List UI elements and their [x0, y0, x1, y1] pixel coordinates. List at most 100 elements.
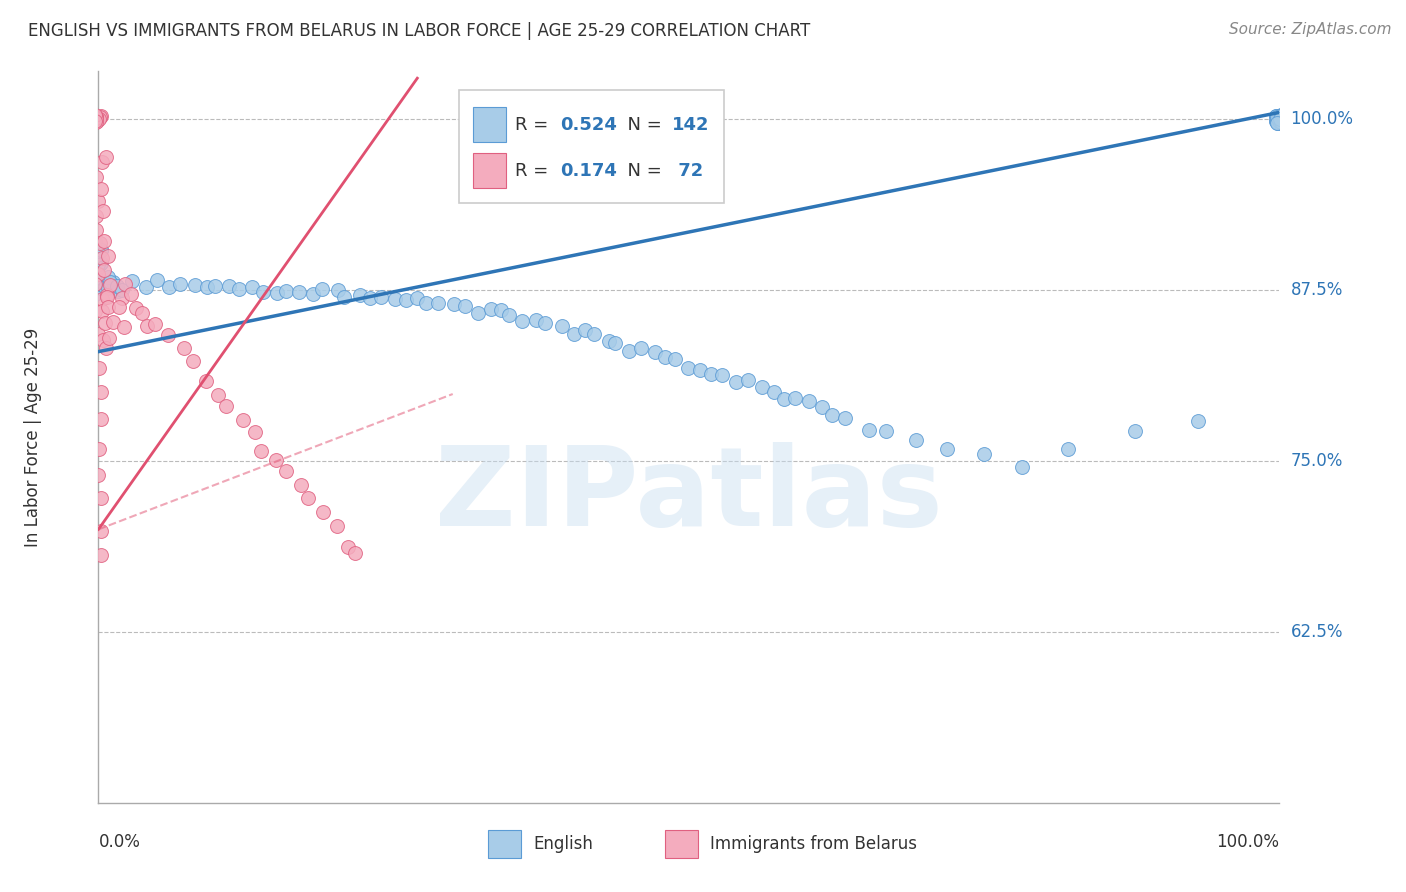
- Point: [145, 273, 167, 287]
- Text: 75.0%: 75.0%: [1291, 452, 1343, 470]
- Point: [1271, 113, 1294, 128]
- Point: [90, 384, 112, 399]
- Point: [1267, 113, 1289, 128]
- Point: [1270, 108, 1292, 122]
- Point: [1271, 108, 1294, 122]
- FancyBboxPatch shape: [472, 107, 506, 143]
- Point: [100, 275, 122, 289]
- Point: [1268, 112, 1291, 126]
- Point: [89, 277, 111, 292]
- Point: [1268, 111, 1291, 125]
- Text: 62.5%: 62.5%: [1291, 623, 1343, 641]
- Point: [1271, 108, 1294, 122]
- Point: [904, 433, 927, 447]
- Text: N =: N =: [616, 116, 668, 134]
- Point: [84, 209, 107, 223]
- Point: [1271, 109, 1294, 123]
- Point: [135, 280, 157, 294]
- Point: [491, 302, 513, 317]
- Point: [1270, 115, 1292, 129]
- Text: 0.174: 0.174: [560, 161, 617, 180]
- Point: [762, 384, 785, 399]
- Point: [1265, 109, 1288, 123]
- Point: [94, 150, 117, 164]
- Point: [97, 249, 120, 263]
- Point: [1011, 459, 1033, 474]
- Point: [111, 291, 134, 305]
- Text: 87.5%: 87.5%: [1291, 281, 1343, 299]
- Point: [114, 277, 136, 292]
- Point: [1267, 110, 1289, 124]
- Point: [711, 368, 734, 383]
- Point: [90, 256, 112, 270]
- Point: [93, 262, 115, 277]
- Point: [96, 277, 118, 291]
- Text: 0.524: 0.524: [560, 116, 617, 134]
- Point: [243, 425, 266, 440]
- Point: [1270, 109, 1292, 123]
- Point: [326, 283, 349, 297]
- Text: ZIPatlas: ZIPatlas: [434, 442, 943, 549]
- Text: R =: R =: [516, 116, 554, 134]
- Point: [103, 315, 125, 329]
- Point: [86, 327, 108, 342]
- Point: [87, 112, 110, 127]
- Point: [84, 287, 107, 301]
- Point: [90, 251, 112, 265]
- Point: [1268, 114, 1291, 128]
- Point: [810, 400, 832, 414]
- Point: [700, 368, 723, 382]
- Text: N =: N =: [616, 161, 668, 180]
- Point: [96, 288, 118, 302]
- Point: [274, 464, 297, 478]
- Point: [384, 292, 406, 306]
- Point: [264, 452, 287, 467]
- Point: [173, 341, 195, 355]
- Point: [87, 244, 110, 259]
- Point: [107, 284, 129, 298]
- Point: [510, 313, 533, 327]
- Text: 100.0%: 100.0%: [1216, 833, 1279, 851]
- Point: [90, 243, 112, 257]
- Point: [181, 354, 204, 368]
- Text: 142: 142: [672, 116, 710, 134]
- Point: [84, 115, 107, 129]
- Point: [120, 286, 142, 301]
- Point: [772, 392, 794, 406]
- Point: [86, 257, 108, 271]
- Point: [664, 352, 686, 367]
- Point: [344, 546, 367, 560]
- Point: [1271, 112, 1294, 126]
- Point: [1265, 115, 1288, 129]
- Point: [228, 282, 250, 296]
- Point: [90, 155, 112, 169]
- Point: [84, 304, 107, 318]
- Point: [86, 248, 108, 262]
- Text: Immigrants from Belarus: Immigrants from Belarus: [710, 835, 917, 853]
- Point: [91, 203, 114, 218]
- Point: [204, 278, 226, 293]
- Point: [875, 424, 897, 438]
- Point: [90, 182, 112, 196]
- Point: [1265, 109, 1288, 123]
- Point: [1268, 109, 1291, 123]
- FancyBboxPatch shape: [488, 830, 522, 858]
- Point: [89, 235, 111, 250]
- Point: [737, 373, 759, 387]
- Point: [169, 277, 191, 292]
- Point: [96, 290, 118, 304]
- Point: [87, 260, 110, 274]
- Point: [654, 351, 676, 365]
- Text: 100.0%: 100.0%: [1291, 111, 1354, 128]
- Point: [676, 360, 699, 375]
- Point: [87, 274, 110, 288]
- Point: [87, 194, 110, 208]
- Point: [86, 467, 108, 482]
- Point: [112, 320, 135, 334]
- Point: [86, 223, 108, 237]
- Point: [1268, 116, 1291, 130]
- Point: [1271, 109, 1294, 123]
- Point: [135, 318, 157, 333]
- Point: [94, 279, 117, 293]
- Point: [630, 341, 652, 355]
